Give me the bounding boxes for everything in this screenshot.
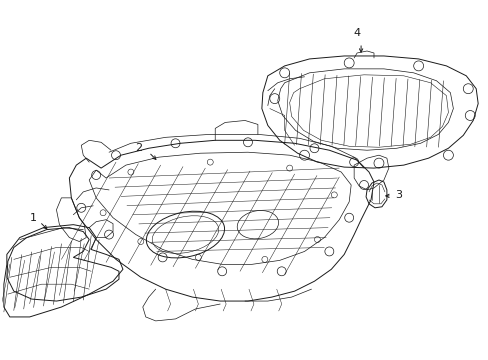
Text: 1: 1 bbox=[30, 213, 37, 223]
Text: 3: 3 bbox=[394, 190, 402, 200]
Text: 4: 4 bbox=[353, 28, 360, 38]
Text: 2: 2 bbox=[135, 143, 142, 153]
